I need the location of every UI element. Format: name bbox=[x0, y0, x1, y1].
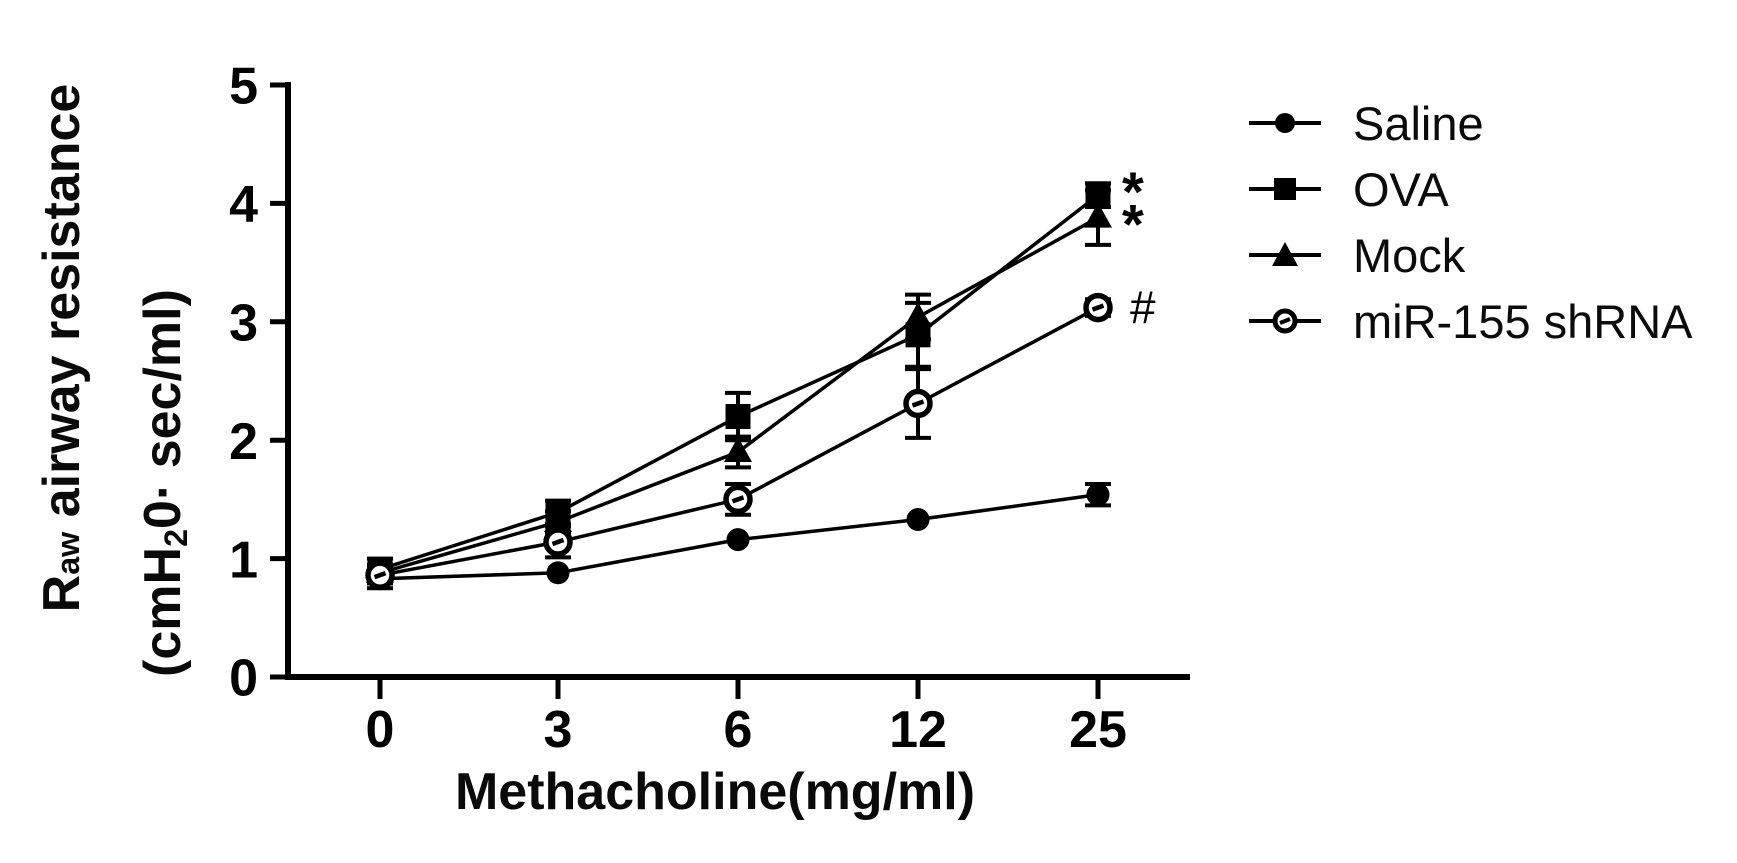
data-point-circle bbox=[726, 528, 750, 552]
ova-filled-square-marker-icon bbox=[1249, 178, 1321, 200]
legend-item-ova: OVA bbox=[1247, 156, 1693, 222]
y-tick-label: 1 bbox=[229, 531, 258, 589]
data-point-triangle bbox=[724, 437, 752, 463]
y-axis-title-subscript: aw bbox=[50, 531, 86, 575]
series-saline bbox=[367, 482, 1111, 591]
y-tick-label: 3 bbox=[229, 295, 258, 353]
y-tick-label: 4 bbox=[229, 176, 258, 234]
x-tick-label: 6 bbox=[724, 701, 753, 759]
x-tick-label: 0 bbox=[366, 701, 395, 759]
legend-item-saline: Saline bbox=[1247, 90, 1693, 156]
significance-mark: * bbox=[1122, 160, 1144, 223]
series-ova bbox=[367, 181, 1111, 582]
significance-annotations: ** # bbox=[1122, 160, 1156, 333]
mir-155-open-circle-marker-icon bbox=[1249, 308, 1321, 334]
data-point-square bbox=[725, 404, 751, 430]
y-tick-label: 2 bbox=[229, 413, 258, 471]
x-axis-title: Methacholine(mg/ml) bbox=[454, 763, 976, 821]
significance-mark: * bbox=[1122, 193, 1144, 256]
legend: Saline OVA Mock miR-155 shRNA bbox=[1247, 90, 1693, 354]
series-mir-155-shrna bbox=[365, 292, 1113, 590]
axes bbox=[270, 82, 1190, 699]
saline-filled-circle-marker-icon bbox=[1249, 113, 1321, 133]
y-axis-unit-rest: 0· sec/ml) bbox=[134, 289, 192, 529]
y-axis-title: Raw airway resistance bbox=[33, 0, 96, 698]
x-tick-label: 3 bbox=[544, 701, 573, 759]
y-axis-unit-pre: (cmH bbox=[134, 546, 192, 677]
data-point-circle bbox=[906, 508, 930, 532]
data-point-circle bbox=[1086, 483, 1110, 507]
y-axis-title-rest: airway resistance bbox=[33, 83, 91, 532]
legend-label-ova: OVA bbox=[1353, 162, 1449, 216]
data-point-triangle bbox=[1084, 202, 1112, 228]
y-axis-title-text: R bbox=[33, 574, 91, 613]
series-mock bbox=[366, 188, 1112, 584]
legend-item-mir-155-shrna: miR-155 shRNA bbox=[1247, 288, 1693, 354]
y-tick-label: 5 bbox=[229, 58, 258, 116]
x-tick-label: 12 bbox=[889, 701, 947, 759]
y-axis-unit-label: (cmH20· sec/ml) bbox=[134, 133, 195, 833]
y-axis-unit-subscript: 2 bbox=[158, 528, 195, 547]
legend-label-mir-155-shrna: miR-155 shRNA bbox=[1353, 294, 1693, 348]
data-point-circle bbox=[546, 561, 570, 585]
data-point-triangle bbox=[904, 302, 932, 328]
x-tick-label: 25 bbox=[1069, 701, 1127, 759]
legend-item-mock: Mock bbox=[1247, 222, 1693, 288]
legend-label-mock: Mock bbox=[1353, 228, 1466, 282]
legend-label-saline: Saline bbox=[1353, 96, 1484, 150]
significance-mark: # bbox=[1130, 282, 1156, 334]
mock-filled-triangle-marker-icon bbox=[1249, 242, 1321, 266]
y-tick-label: 0 bbox=[229, 650, 258, 708]
